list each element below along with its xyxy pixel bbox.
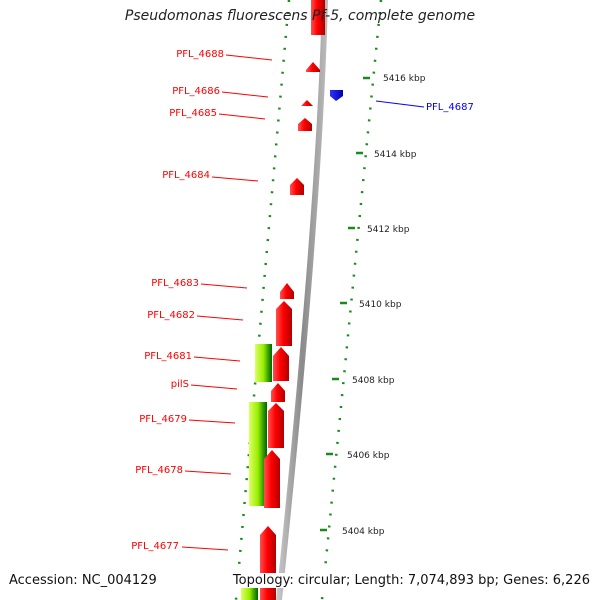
scale-label: 5416 kbp xyxy=(383,74,426,84)
map-title: Pseudomonas fluorescens Pf-5, complete g… xyxy=(124,8,476,24)
forward-genes xyxy=(260,0,325,600)
gene-label-reverse[interactable]: PFL_4687 xyxy=(426,102,474,113)
gene-arrow[interactable] xyxy=(301,100,313,106)
green-bar xyxy=(255,344,272,382)
genome-backbone xyxy=(276,0,328,600)
scale-ticks xyxy=(320,76,370,532)
gene-arrow[interactable] xyxy=(311,0,325,35)
gene-arrow[interactable] xyxy=(264,450,280,508)
gene-arrow[interactable] xyxy=(276,301,292,346)
gene-arrow[interactable] xyxy=(280,283,294,299)
scale-label: 5406 kbp xyxy=(347,451,390,461)
gene-label[interactable]: PFL_4685 xyxy=(169,108,217,119)
green-bar xyxy=(249,402,267,506)
inner-dotted-track xyxy=(234,0,291,600)
gene-label[interactable]: PFL_4678 xyxy=(135,465,183,476)
label-leader-lines xyxy=(181,54,425,551)
gene-arrow[interactable] xyxy=(271,383,285,402)
topology-text: Topology: circular; Length: 7,074,893 bp… xyxy=(232,573,590,588)
gene-label[interactable]: PFL_4682 xyxy=(147,310,195,321)
gene-label[interactable]: PFL_4679 xyxy=(139,414,187,425)
gene-label[interactable]: pilS xyxy=(171,379,189,390)
gene-label[interactable]: PFL_4677 xyxy=(131,541,179,552)
gene-arrow[interactable] xyxy=(290,178,304,195)
gene-arrow[interactable] xyxy=(298,118,312,131)
scale-label: 5414 kbp xyxy=(374,150,417,160)
gene-arrow[interactable] xyxy=(268,403,284,448)
gene-arrow[interactable] xyxy=(306,62,320,72)
outer-dotted-track xyxy=(320,0,383,600)
gene-arrow-reverse[interactable] xyxy=(330,90,343,101)
gene-arrow[interactable] xyxy=(260,526,276,600)
scale-label: 5408 kbp xyxy=(352,376,395,386)
scale-label: 5404 kbp xyxy=(342,527,385,537)
gene-label[interactable]: PFL_4684 xyxy=(162,170,210,181)
gene-arrow[interactable] xyxy=(273,347,289,381)
gene-label[interactable]: PFL_4681 xyxy=(144,351,192,362)
scale-label: 5410 kbp xyxy=(359,300,402,310)
gene-label[interactable]: PFL_4683 xyxy=(151,278,199,289)
gene-label[interactable]: PFL_4688 xyxy=(176,49,224,60)
scale-label: 5412 kbp xyxy=(367,225,410,235)
gene-label[interactable]: PFL_4686 xyxy=(172,86,220,97)
accession-text: Accession: NC_004129 xyxy=(9,573,157,588)
